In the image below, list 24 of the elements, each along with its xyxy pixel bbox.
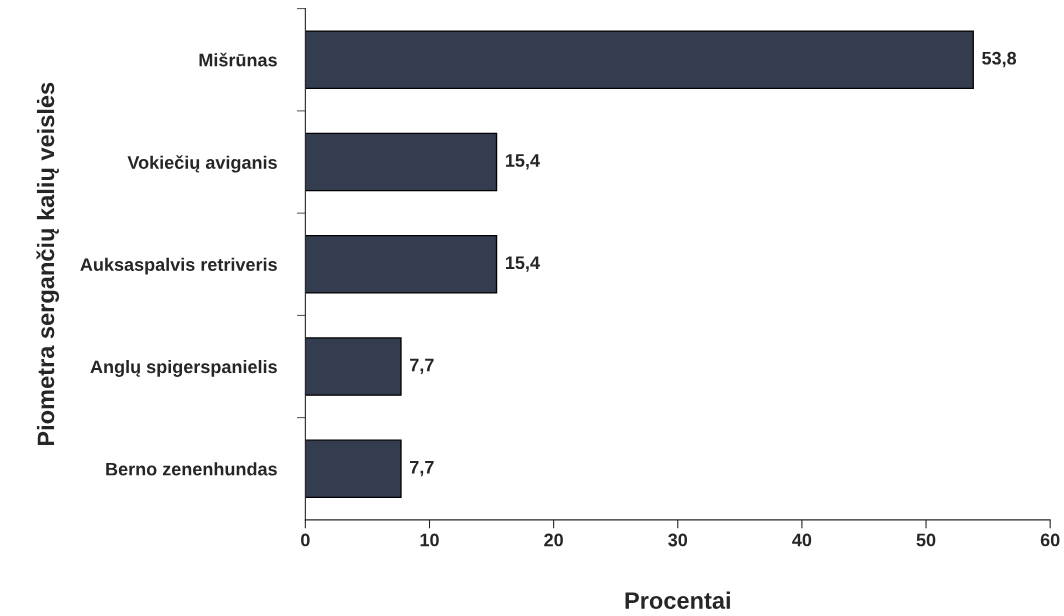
x-tick-label: 20 (544, 533, 563, 547)
y-tick-label: Anglų spigerspanielis (90, 359, 277, 377)
y-axis-title: Piometra sergančių kalių veislės (36, 82, 60, 446)
x-tick-label: 60 (1040, 533, 1060, 547)
x-axis-title: Procentai (625, 591, 730, 609)
data-label: 15,4 (506, 154, 540, 170)
data-label: 7,7 (410, 358, 434, 374)
data-label: 7,7 (410, 461, 434, 477)
x-tick-label: 0 (301, 533, 310, 547)
data-label: 15,4 (506, 256, 540, 272)
y-tick-label: Berno zenenhundas (106, 462, 277, 476)
y-tick-label: Mišrūnas (199, 52, 277, 67)
bar (305, 30, 974, 90)
x-tick-label: 30 (668, 533, 688, 547)
bar (305, 234, 498, 294)
bar (305, 439, 402, 499)
bar (305, 337, 402, 396)
x-tick-label: 10 (420, 533, 439, 547)
x-tick-label: 40 (792, 533, 812, 547)
bar (305, 132, 498, 192)
x-tick-label: 50 (916, 533, 936, 547)
y-tick-label: Vokiečių aviganis (127, 155, 277, 173)
data-label: 53,8 (982, 51, 1017, 68)
y-tick-label: Auksaspalvis retriveris (80, 257, 277, 275)
